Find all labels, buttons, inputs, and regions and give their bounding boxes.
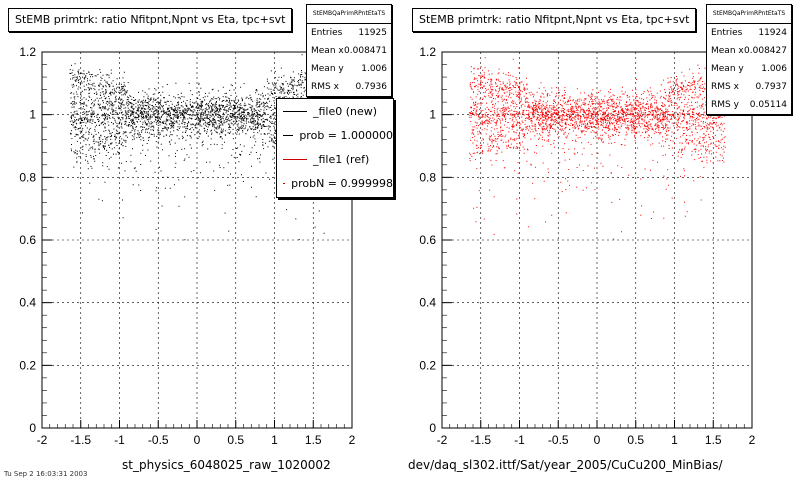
legend-entry: prob = 1.000000 — [277, 123, 393, 147]
x-tick-label: -0.5 — [548, 433, 569, 447]
y-tick-label: 0.4 — [19, 296, 36, 310]
x-tick-label: 2 — [749, 433, 756, 447]
legend-swatch — [283, 182, 286, 184]
stats-label: RMS x — [311, 82, 339, 92]
stats-row: Mean y 1.006 — [307, 60, 391, 78]
stats-value: 11925 — [358, 28, 387, 38]
y-tick-label: 0.2 — [419, 358, 436, 372]
x-tick-label: -2 — [37, 433, 48, 447]
stats-row: RMS y 0.05114 — [707, 96, 791, 114]
right-plot: -2 -1.5 -1 -0.5 0 0.5 1 1.5 2 0 0.2 0.4 0.6 0.8 1 1.2 — [419, 45, 756, 447]
stats-value: 0.008427 — [744, 46, 787, 56]
stats-value: 0.7936 — [355, 82, 388, 92]
right-stats-name: StEMBQaPrimRPntEtaTS — [707, 5, 791, 24]
x-tick-label: 2 — [349, 433, 356, 447]
y-tick-label: 0.8 — [19, 170, 36, 184]
y-tick-label: 1 — [429, 108, 436, 122]
legend-label: _file1 (ref) — [313, 152, 370, 166]
right-x-axis-title: dev/daq_sl302.ittf/Sat/year_2005/CuCu200… — [408, 458, 723, 472]
right-canvas: -2 -1.5 -1 -0.5 0 0.5 1 1.5 2 0 0.2 0.4 0.6 0.8 1 1.2 S… — [400, 0, 800, 480]
y-tick-label: 1 — [29, 108, 36, 122]
stats-label: Mean x — [311, 46, 344, 56]
legend-label: probN = 0.999998 — [291, 176, 393, 190]
stats-label: RMS y — [711, 100, 739, 110]
left-canvas: -2 -1.5 -1 -0.5 0 0.5 1 1.5 2 0 0.2 0.4 0.6 0.8 1 1.2 S… — [4, 4, 394, 478]
y-tick-label: 0 — [429, 421, 436, 435]
x-tick-label: -2 — [437, 433, 448, 447]
legend-swatch — [283, 134, 294, 136]
stats-value: 1.006 — [761, 64, 787, 74]
x-tick-label: 1.5 — [305, 433, 322, 447]
x-tick-label: -1 — [514, 433, 525, 447]
y-tick-label: 0 — [29, 421, 36, 435]
legend-entry: probN = 0.999998 — [277, 171, 393, 195]
stats-value: 0.7937 — [755, 82, 788, 92]
y-tick-label: 0.2 — [19, 358, 36, 372]
stats-row: RMS x 0.7937 — [707, 78, 791, 96]
left-stats-name: StEMBQaPrimRPntEtaTS — [307, 5, 391, 24]
y-tick-label: 0.8 — [419, 170, 436, 184]
legend-entry: _file0 (new) — [277, 99, 393, 123]
y-tick-label: 0.4 — [419, 296, 436, 310]
stats-row: Mean x 0.008427 — [707, 42, 791, 60]
x-tick-label: 0 — [594, 433, 601, 447]
x-tick-label: 1 — [271, 433, 278, 447]
stats-row: RMS x 0.7936 — [307, 78, 391, 96]
legend-entry: _file1 (ref) — [277, 147, 393, 171]
stats-label: Mean x — [711, 46, 744, 56]
y-tick-label: 0.6 — [419, 233, 436, 247]
stats-value: 11924 — [758, 28, 787, 38]
stats-label: RMS x — [711, 82, 739, 92]
x-tick-label: 1 — [671, 433, 678, 447]
y-tick-label: 0.6 — [19, 233, 36, 247]
legend-label: _file0 (new) — [313, 104, 378, 118]
stats-value: 0.008471 — [344, 46, 387, 56]
x-tick-label: -1 — [114, 433, 125, 447]
x-tick-label: -1.5 — [470, 433, 491, 447]
left-x-axis-title: st_physics_6048025_raw_1020002 — [122, 458, 331, 472]
stats-row: Mean y 1.006 — [707, 60, 791, 78]
stats-label: Mean y — [711, 64, 744, 74]
stats-label: Entries — [311, 28, 343, 38]
x-tick-label: 0.5 — [227, 433, 244, 447]
left-plot-title: StEMB primtrk: ratio Nfitpnt,Npnt vs Eta… — [8, 8, 293, 32]
stats-row: Mean x 0.008471 — [307, 42, 391, 60]
stats-row: Entries 11925 — [307, 24, 391, 42]
legend-swatch — [283, 158, 307, 160]
x-tick-label: 0.5 — [627, 433, 644, 447]
stats-row: Entries 11924 — [707, 24, 791, 42]
y-tick-label: 1.2 — [419, 45, 436, 59]
scatter-points — [469, 57, 726, 240]
stats-value: 1.006 — [361, 64, 387, 74]
x-tick-label: 1.5 — [705, 433, 722, 447]
left-legend: _file0 (new) prob = 1.000000 _file1 (ref) p… — [276, 98, 394, 198]
y-tick-label: 1.2 — [19, 45, 36, 59]
stats-label: Mean y — [311, 64, 344, 74]
stats-label: Entries — [711, 28, 743, 38]
scatter-points — [69, 54, 326, 241]
x-tick-label: -1.5 — [70, 433, 91, 447]
x-tick-label: -0.5 — [148, 433, 169, 447]
legend-label: prob = 1.000000 — [299, 128, 393, 142]
left-footer-timestamp: Tu Sep 2 16:03:31 2003 — [4, 470, 88, 478]
x-tick-label: 0 — [194, 433, 201, 447]
stats-value: 0.05114 — [749, 100, 787, 110]
right-plot-title: StEMB primtrk: ratio Nfitpnt,Npnt vs Eta… — [412, 8, 697, 32]
legend-swatch — [283, 110, 307, 112]
